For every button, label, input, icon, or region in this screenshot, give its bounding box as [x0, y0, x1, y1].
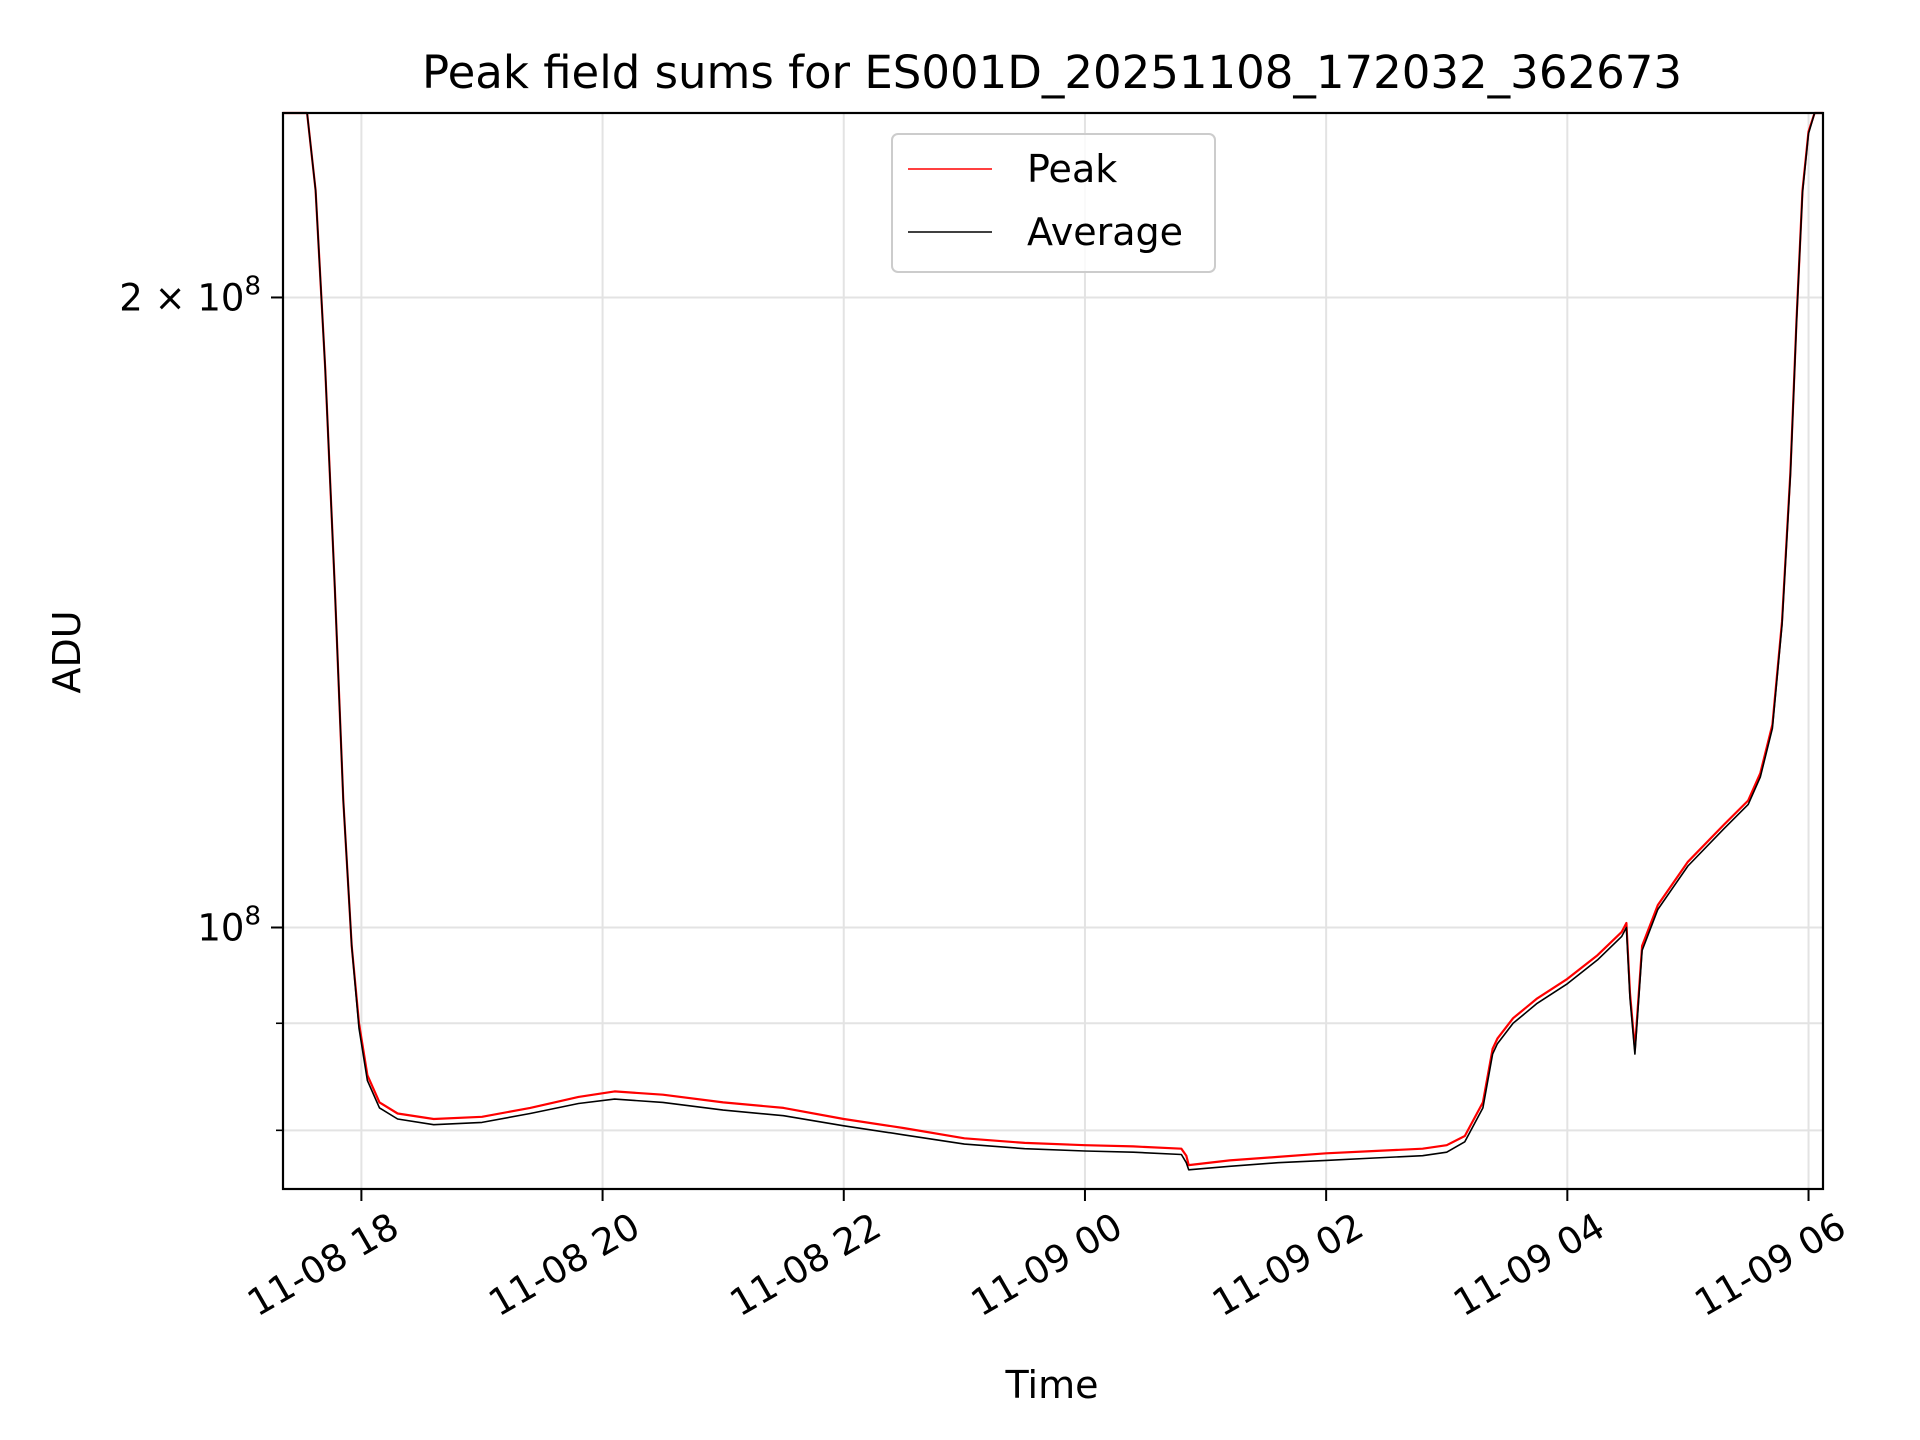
- y-axis-label: ADU: [45, 610, 89, 693]
- legend-label-average: Average: [1027, 210, 1183, 254]
- grid: [283, 113, 1823, 1189]
- y-tick-label-1: 2 × 108: [119, 271, 261, 319]
- legend-label-peak: Peak: [1027, 147, 1117, 191]
- series-line-peak: [283, 111, 1823, 1167]
- plot-lines: [283, 111, 1823, 1171]
- y-tick-label-0: 108: [197, 902, 261, 950]
- plot-frame: [281, 111, 1825, 1191]
- x-axis-label: Time: [1005, 1363, 1099, 1407]
- y-axis: 108 2 × 108: [119, 271, 283, 1132]
- series-line-average: [283, 112, 1823, 1171]
- chart-title: Peak field sums for ES001D_20251108_1720…: [422, 46, 1682, 99]
- legend: Peak Average: [891, 133, 1216, 273]
